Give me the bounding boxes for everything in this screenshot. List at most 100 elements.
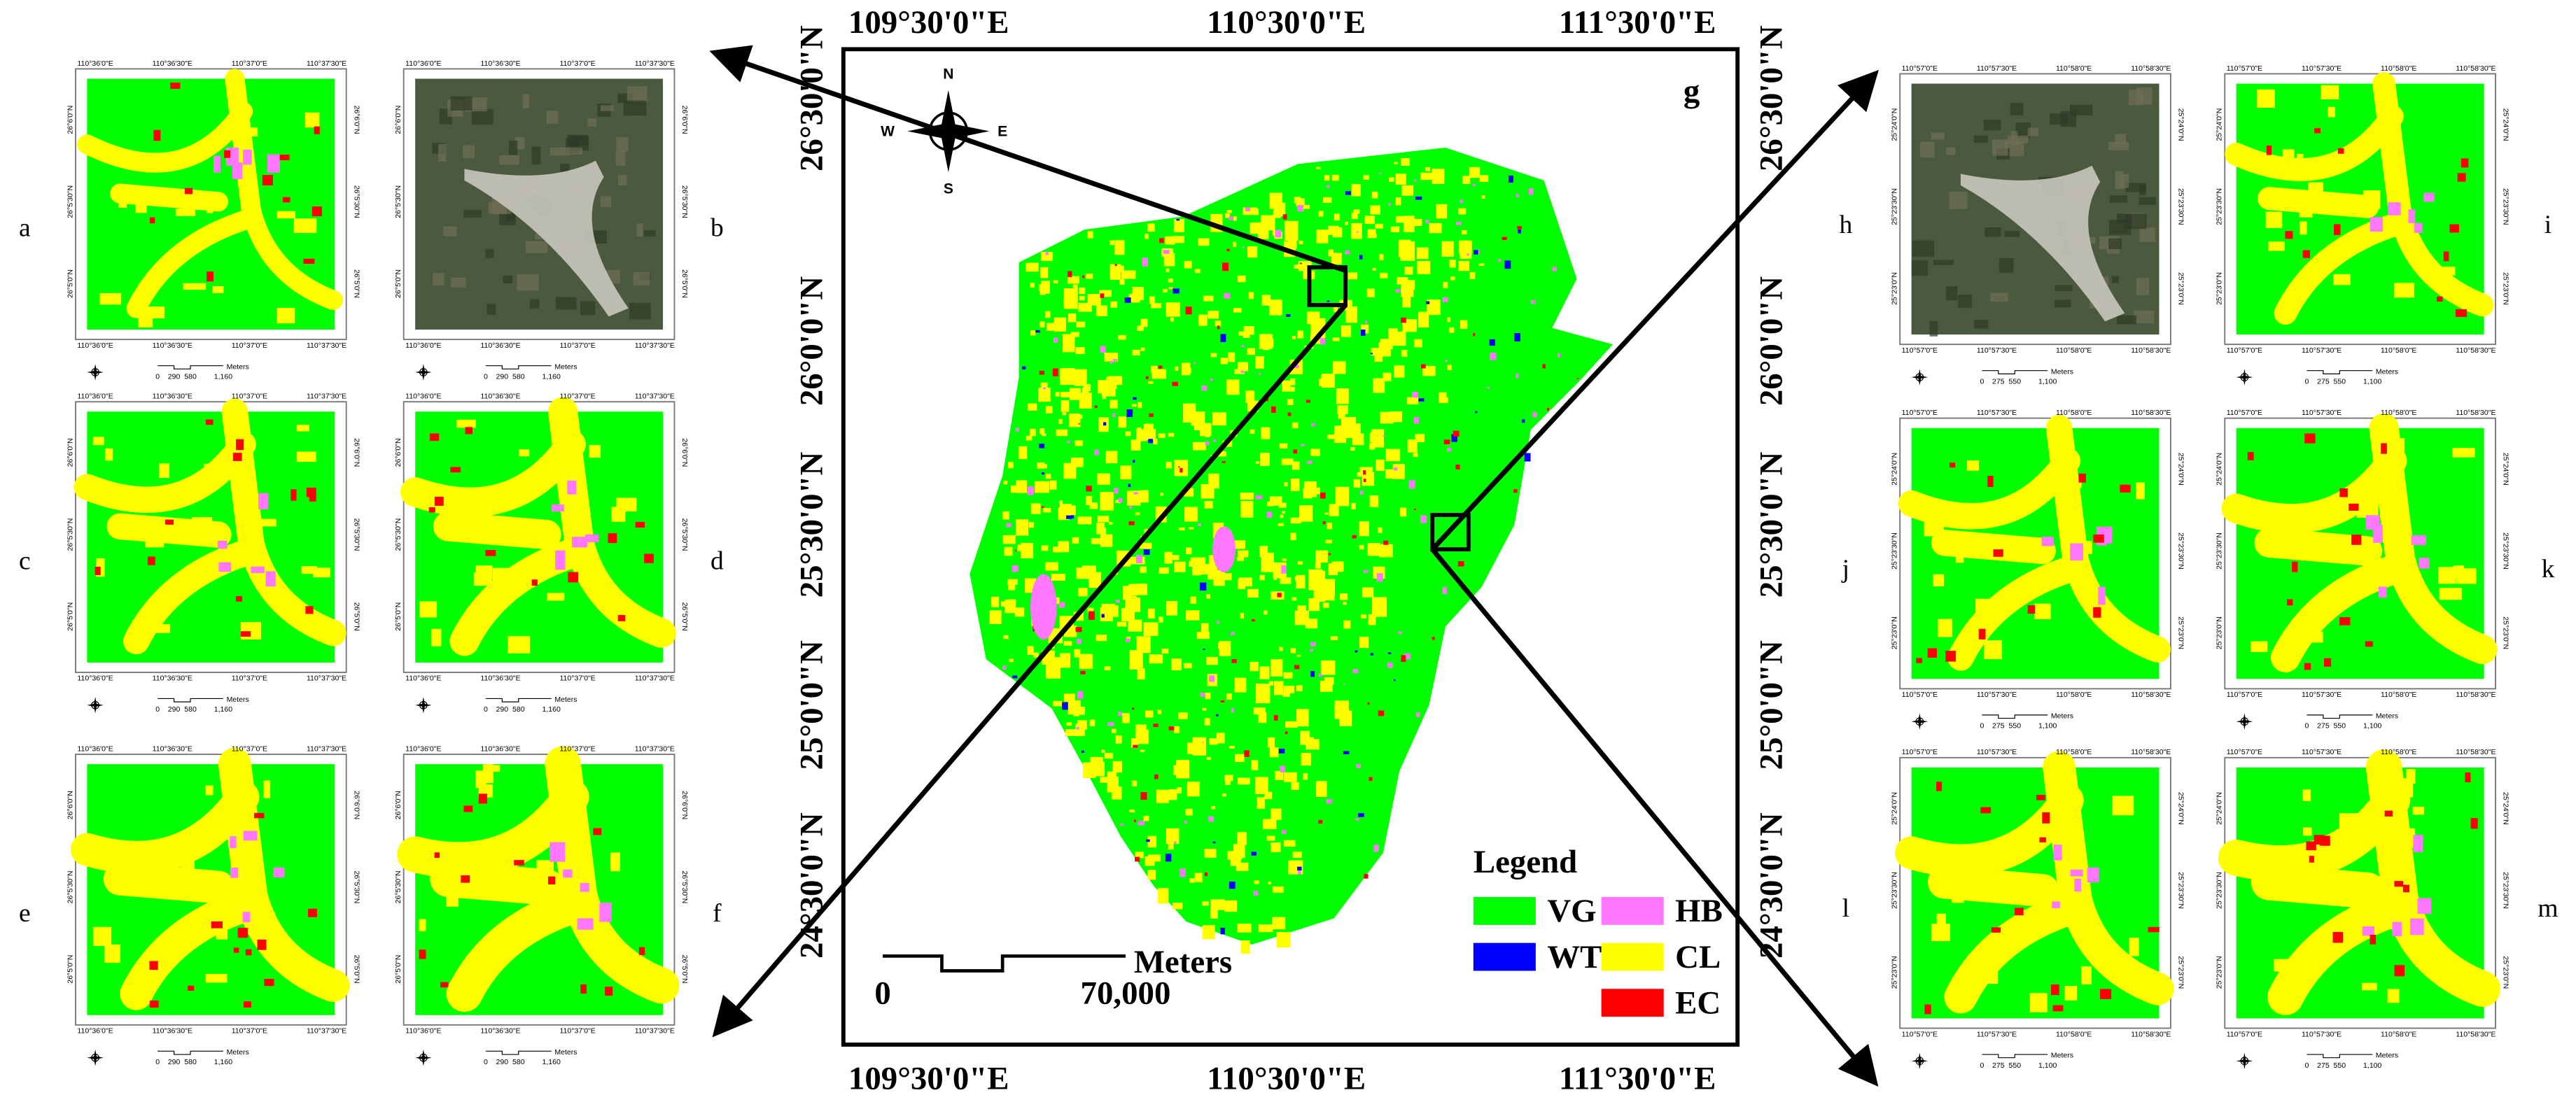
- housing-patch: [2413, 835, 2423, 852]
- land-patch: [1041, 506, 1044, 509]
- panel-scale-label: 1,160: [214, 1058, 232, 1066]
- land-patch: [1462, 176, 1471, 185]
- land-patch: [1137, 428, 1142, 430]
- compass-ring: [419, 1053, 428, 1062]
- land-patch: [1355, 818, 1359, 821]
- cultivated-patch: [1945, 651, 1956, 662]
- panel-coord: 110°36'0"E: [77, 393, 113, 401]
- satellite-texture: [2054, 299, 2071, 308]
- land-patch: [1216, 714, 1219, 716]
- cropland-patch: [519, 449, 530, 457]
- satellite-texture: [443, 226, 457, 236]
- land-patch: [1270, 842, 1281, 852]
- panel-coord: 110°37'30"E: [307, 744, 346, 753]
- land-patch: [1285, 721, 1298, 728]
- land-patch: [1529, 188, 1534, 195]
- land-patch: [1147, 608, 1155, 619]
- cultivated-patch: [593, 828, 602, 835]
- satellite-texture: [1949, 192, 1968, 209]
- satellite-texture: [600, 196, 612, 208]
- land-patch: [1240, 501, 1254, 518]
- satellite-texture: [450, 96, 472, 111]
- cultivated-patch: [2370, 935, 2376, 945]
- land-patch: [1184, 820, 1187, 824]
- land-patch: [1284, 482, 1288, 487]
- panel-scale-bar: [158, 365, 223, 369]
- satellite-texture: [438, 143, 447, 162]
- cropland-patch: [2333, 274, 2351, 285]
- land-patch: [1450, 276, 1455, 281]
- cultivated-patch: [1949, 462, 1956, 468]
- panel-scale-label: 550: [2334, 1061, 2346, 1070]
- cultivated-patch: [264, 978, 274, 987]
- land-patch: [1087, 607, 1094, 613]
- panel-scale-bar: [485, 365, 552, 369]
- panel-scale-label: 0: [2305, 1061, 2309, 1070]
- cultivated-patch: [240, 631, 251, 637]
- land-patch: [1336, 388, 1349, 404]
- bottom-coord: 111°30'0"E: [1559, 1060, 1716, 1096]
- land-patch: [1235, 754, 1245, 763]
- land-patch: [1371, 597, 1387, 617]
- land-patch: [1081, 750, 1084, 754]
- land-patch: [1296, 654, 1301, 657]
- panel-coord: 110°58'30"E: [2131, 346, 2171, 355]
- land-patch: [1238, 362, 1249, 372]
- land-patch: [1345, 250, 1350, 255]
- land-patch: [1203, 648, 1205, 650]
- land-patch: [1315, 487, 1320, 495]
- panel-scale-label: 290: [496, 1058, 509, 1066]
- panel-label: j: [1841, 555, 1849, 584]
- satellite-texture: [616, 137, 629, 152]
- land-patch: [1072, 284, 1078, 289]
- land-patch: [1287, 412, 1292, 416]
- legend-label: CL: [1675, 939, 1721, 975]
- land-patch: [1371, 191, 1378, 199]
- land-patch: [1035, 481, 1049, 493]
- panel-label: h: [1840, 211, 1853, 239]
- cultivated-patch: [2120, 484, 2131, 493]
- land-patch: [1085, 274, 1093, 279]
- cultivated-patch: [2339, 488, 2348, 497]
- scale-unit: Meters: [1134, 944, 1232, 980]
- land-patch: [1066, 515, 1072, 519]
- cropland: [2221, 413, 2498, 672]
- panel-scale-label: 0: [2305, 722, 2309, 730]
- land-patch: [1204, 500, 1213, 509]
- land-patch: [1030, 574, 1057, 640]
- cultivated-patch: [149, 1000, 159, 1008]
- land-patch: [1058, 541, 1069, 553]
- land-patch: [1336, 561, 1343, 570]
- land-patch: [1118, 416, 1126, 428]
- land-patch: [1212, 412, 1227, 426]
- land-patch: [1387, 662, 1393, 668]
- land-patch: [1279, 443, 1288, 448]
- satellite-texture: [636, 223, 643, 237]
- land-patch: [1353, 209, 1360, 214]
- panel-scale-unit: Meters: [2376, 367, 2398, 376]
- land-patch: [1165, 236, 1175, 245]
- land-patch: [1044, 311, 1051, 318]
- land-patch: [1173, 561, 1186, 572]
- cropland-patch: [206, 204, 214, 213]
- land-patch: [1309, 489, 1315, 493]
- housing-patch: [243, 831, 258, 841]
- cropland-patch: [205, 973, 227, 983]
- land-patch: [1275, 229, 1282, 238]
- land-patch: [1248, 292, 1254, 299]
- land-patch: [1284, 220, 1298, 241]
- land-patch: [1076, 321, 1086, 327]
- land-patch: [1352, 535, 1357, 539]
- cultivated-patch: [305, 606, 314, 614]
- cropland-patch: [2064, 986, 2078, 1001]
- land-patch: [1077, 720, 1087, 730]
- cropland-patch: [192, 517, 212, 534]
- land-patch: [1254, 880, 1259, 884]
- land-patch: [1264, 791, 1273, 800]
- land-patch: [1168, 432, 1175, 437]
- cropland: [400, 397, 676, 656]
- land-patch: [1071, 515, 1074, 519]
- land-patch: [1039, 370, 1044, 375]
- land-patch: [1172, 555, 1180, 560]
- panel-coord: 110°37'0"E: [559, 674, 595, 683]
